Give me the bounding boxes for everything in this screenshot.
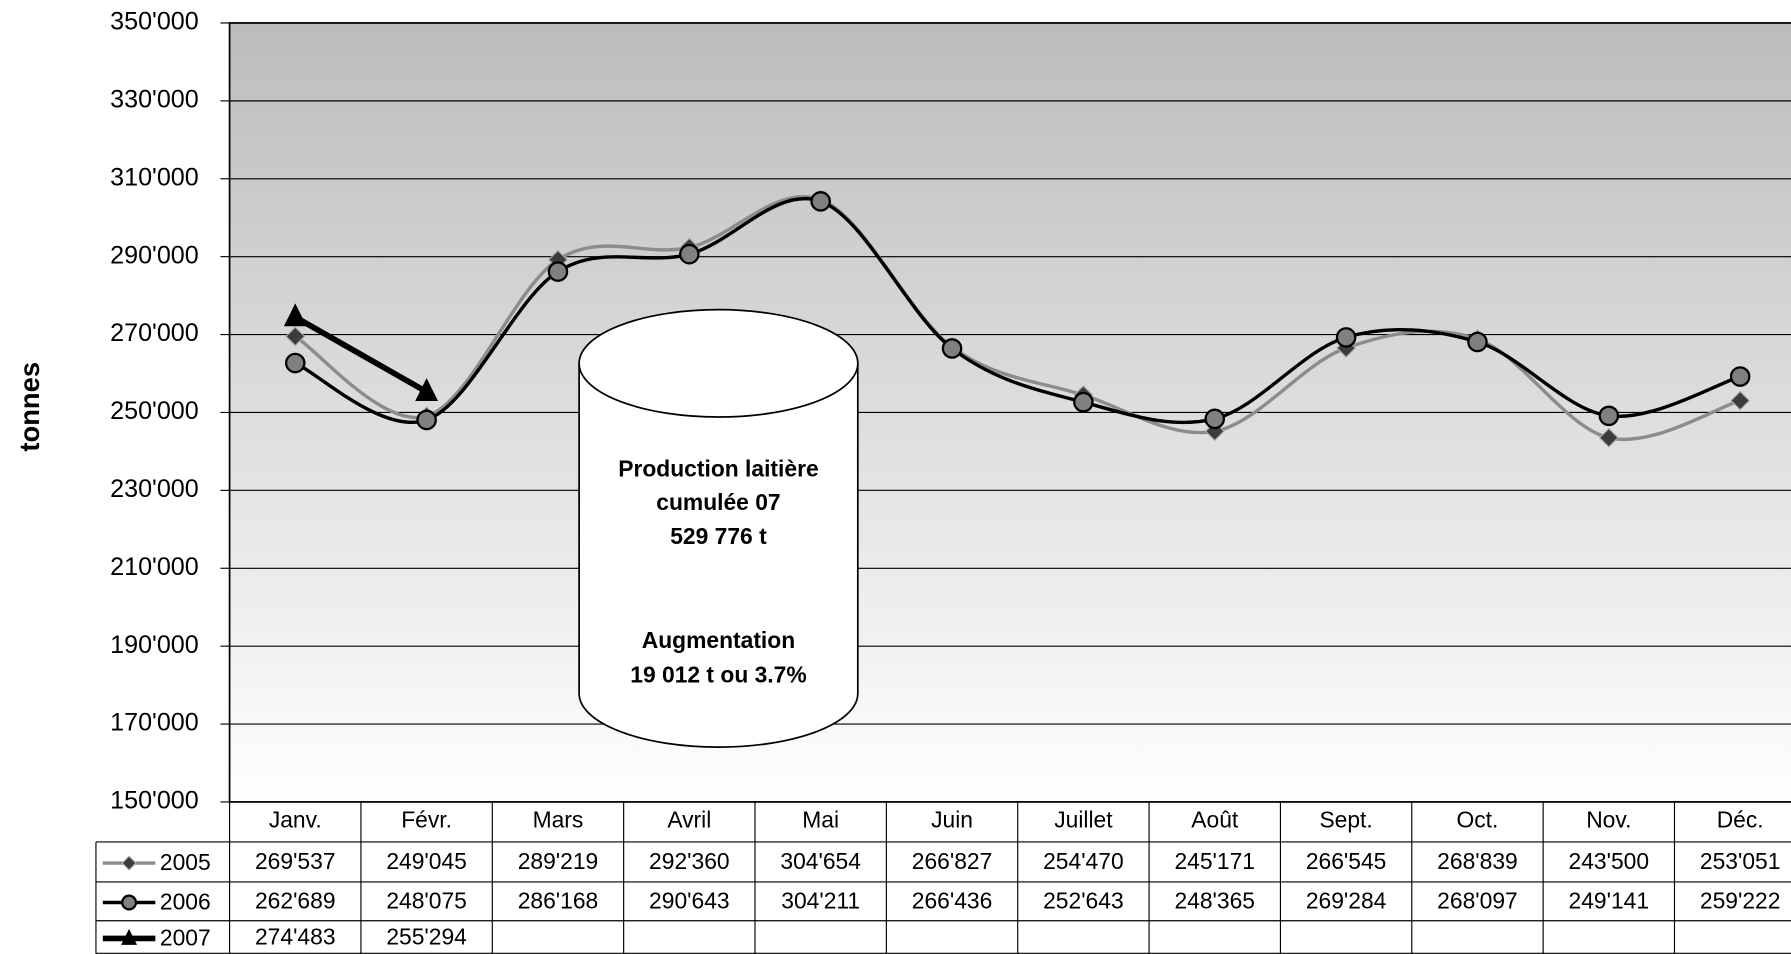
y-tick-label: 310'000 — [110, 163, 199, 191]
series-lines — [283, 189, 1751, 448]
y-tick-label: 250'000 — [110, 397, 199, 425]
y-tick-label: 330'000 — [110, 86, 199, 114]
data-label: 248'365 — [1174, 888, 1255, 914]
data-label: 262'689 — [255, 888, 336, 914]
data-label: 245'171 — [1174, 848, 1255, 874]
marker — [1598, 427, 1619, 448]
x-tick-label: Déc. — [1717, 806, 1764, 832]
cylinder-body — [578, 363, 859, 748]
series-line — [293, 314, 429, 395]
data-label: 290'643 — [649, 888, 730, 914]
legend-label: 2005 — [160, 849, 211, 875]
x-tick-label: Févr. — [401, 806, 452, 832]
marker — [1204, 408, 1226, 430]
annotation: cumulée 07 — [656, 489, 780, 515]
marker — [284, 352, 306, 374]
data-label: 248'075 — [386, 888, 467, 914]
legend-marker — [121, 928, 138, 945]
data-label: 274'483 — [255, 923, 336, 949]
marker — [810, 191, 831, 212]
annotation-cylinder: Production laitière cumulée 07 529 776 t Au… — [578, 308, 859, 748]
marker — [1598, 405, 1620, 427]
x-tick-label: Mai — [802, 806, 839, 832]
marker — [1073, 391, 1094, 413]
data-label: 252'643 — [1043, 888, 1124, 914]
annotation: Augmentation — [642, 627, 795, 653]
y-tick-label: 230'000 — [110, 475, 199, 503]
y-tick-label: 350'000 — [110, 8, 199, 36]
data-label: 269'284 — [1306, 888, 1387, 914]
data-label: 259'222 — [1700, 888, 1781, 914]
data-label: 304'211 — [781, 888, 860, 914]
cylinder-top — [578, 308, 859, 418]
data-label: 253'051 — [1700, 848, 1781, 874]
data-label: 266'545 — [1306, 848, 1387, 874]
y-tick-label: 270'000 — [110, 319, 199, 347]
data-label: 255'294 — [386, 923, 467, 949]
annotation: 19 012 t ou 3.7% — [630, 661, 806, 687]
data-label: 266'827 — [912, 848, 993, 874]
y-tick-label: 150'000 — [110, 787, 199, 815]
marker — [1729, 366, 1751, 387]
marker — [283, 303, 307, 327]
y-tick-label: 190'000 — [110, 631, 199, 659]
legend-marker — [121, 855, 137, 871]
data-label: 249'141 — [1569, 888, 1650, 914]
x-tick-label: Juillet — [1054, 806, 1113, 832]
x-tick-label: Nov. — [1586, 806, 1631, 832]
data-label: 304'654 — [780, 848, 861, 874]
marker — [1730, 390, 1751, 411]
x-tick-label: Oct. — [1457, 806, 1499, 832]
marker — [285, 326, 306, 347]
marker — [679, 243, 700, 265]
series — [283, 303, 439, 401]
marker — [415, 378, 439, 401]
data-label: 254'470 — [1043, 848, 1124, 874]
x-tick-label: Juin — [931, 806, 973, 832]
data-label: 292'360 — [649, 848, 730, 874]
data-label: 289'219 — [518, 848, 599, 874]
marker — [1467, 331, 1488, 353]
x-tick-label: Sept. — [1319, 806, 1372, 832]
legend-label: 2007 — [160, 925, 211, 951]
data-label: 286'168 — [518, 888, 599, 914]
marker — [1335, 327, 1357, 348]
legend-label: 2006 — [160, 889, 211, 915]
x-tick-label: Mars — [533, 806, 584, 832]
x-tick-label: Août — [1191, 806, 1239, 832]
x-tick-label: Janv. — [269, 806, 322, 832]
data-label: 243'500 — [1569, 848, 1650, 874]
series — [284, 191, 1751, 431]
x-tick-label: Avril — [667, 806, 711, 832]
annotation: Production laitière — [618, 456, 818, 482]
y-tick-label: 170'000 — [110, 709, 199, 737]
annotation: 529 776 t — [670, 523, 767, 549]
data-label: 268'097 — [1437, 888, 1518, 914]
marker — [547, 261, 569, 282]
y-axis-label: tonnes — [14, 362, 45, 452]
marker — [941, 338, 963, 359]
grid: 150'000 170'000 190'000 210'000 230'000 250'0… — [110, 8, 1791, 815]
data-label: 249'045 — [386, 848, 467, 874]
y-tick-label: 290'000 — [110, 241, 199, 269]
data-label: 266'436 — [912, 888, 993, 914]
legend-marker — [121, 894, 138, 911]
marker — [416, 409, 437, 431]
y-tick-label: 210'000 — [110, 553, 199, 581]
data-label: 269'537 — [255, 848, 336, 874]
data-table: Janv. Févr. Mars Avril Mai Juin Juillet Août Sep… — [95, 801, 1791, 954]
data-label: 268'839 — [1437, 848, 1518, 874]
